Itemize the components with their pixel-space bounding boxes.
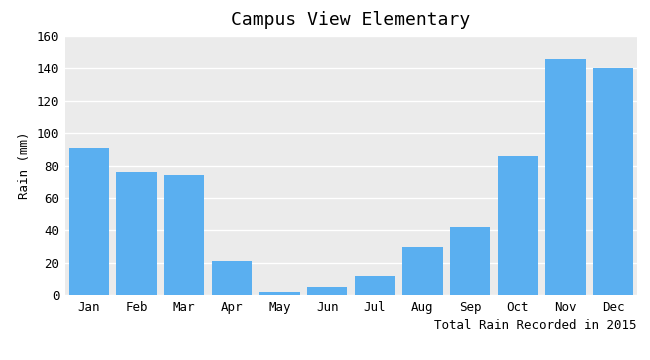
Bar	[116, 172, 157, 295]
Bar	[164, 175, 204, 295]
Bar	[211, 261, 252, 295]
Bar	[497, 156, 538, 295]
Bar	[593, 68, 633, 295]
Bar	[355, 276, 395, 295]
Bar	[450, 227, 491, 295]
Y-axis label: Rain (mm): Rain (mm)	[18, 132, 31, 199]
Bar	[545, 59, 586, 295]
X-axis label: Total Rain Recorded in 2015: Total Rain Recorded in 2015	[434, 319, 637, 332]
Title: Campus View Elementary: Campus View Elementary	[231, 11, 471, 29]
Bar	[68, 148, 109, 295]
Bar	[307, 287, 347, 295]
Bar	[259, 292, 300, 295]
Bar	[402, 247, 443, 295]
